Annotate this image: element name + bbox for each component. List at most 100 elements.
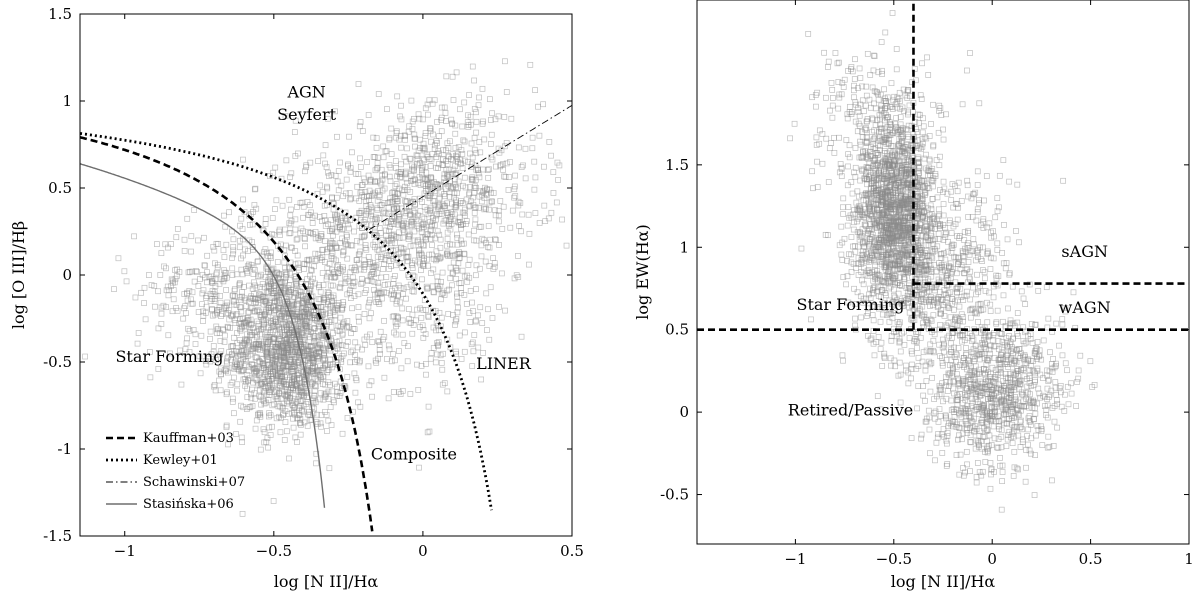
scatter-point xyxy=(454,235,461,241)
scatter-point xyxy=(295,411,302,418)
scatter-point xyxy=(246,338,252,345)
scatter-point xyxy=(281,310,288,317)
scatter-point xyxy=(894,104,900,111)
scatter-point xyxy=(860,299,867,306)
scatter-point xyxy=(279,320,286,327)
scatter-point xyxy=(856,154,863,161)
scatter-point xyxy=(267,329,274,336)
scatter-point xyxy=(282,226,289,233)
scatter-point xyxy=(208,279,215,286)
scatter-point xyxy=(845,299,852,306)
scatter-point xyxy=(461,174,468,181)
scatter-point xyxy=(553,199,560,206)
scatter-point xyxy=(471,227,477,234)
scatter-point xyxy=(493,237,499,244)
scatter-point xyxy=(298,383,305,390)
scatter-point xyxy=(434,182,441,189)
scatter-point xyxy=(174,273,180,279)
scatter-point xyxy=(939,344,946,351)
series-line xyxy=(368,105,572,230)
scatter-point xyxy=(511,194,517,201)
scatter-point xyxy=(323,164,330,171)
scatter-point xyxy=(454,293,460,300)
scatter-point xyxy=(311,333,318,340)
scatter-point xyxy=(445,172,452,178)
scatter-point xyxy=(889,272,895,279)
scatter-point xyxy=(310,351,316,358)
scatter-point xyxy=(428,223,435,230)
scatter-point xyxy=(272,386,279,393)
scatter-point xyxy=(870,290,877,297)
scatter-point xyxy=(363,221,370,227)
scatter-point xyxy=(540,101,546,108)
scatter-point xyxy=(855,206,861,213)
scatter-point xyxy=(870,116,876,123)
scatter-point xyxy=(203,293,210,299)
scatter-point xyxy=(158,321,165,327)
scatter-point xyxy=(438,128,445,135)
scatter-point xyxy=(444,173,450,179)
scatter-point xyxy=(394,209,401,215)
scatter-point xyxy=(355,81,362,87)
scatter-point xyxy=(401,153,408,160)
scatter-point xyxy=(459,123,466,130)
scatter-point xyxy=(486,166,492,173)
scatter-point xyxy=(338,356,344,363)
scatter-point xyxy=(882,221,889,228)
scatter-point xyxy=(293,345,300,352)
scatter-point xyxy=(409,216,416,223)
scatter-point xyxy=(352,389,359,396)
scatter-point xyxy=(230,251,236,258)
scatter-point xyxy=(318,231,325,237)
x-tick-label: −0.5 xyxy=(256,542,292,560)
scatter-point xyxy=(356,318,362,325)
scatter-point xyxy=(248,320,255,327)
scatter-point xyxy=(280,357,287,364)
scatter-point xyxy=(904,164,911,170)
scatter-point xyxy=(381,374,388,381)
scatter-point xyxy=(411,273,418,280)
scatter-point xyxy=(322,217,328,223)
x-tick-label: −1 xyxy=(114,542,136,560)
scatter-point xyxy=(396,235,403,242)
scatter-point xyxy=(326,465,333,472)
scatter-point xyxy=(215,307,222,313)
scatter-point xyxy=(454,231,460,238)
scatter-point xyxy=(330,330,336,336)
scatter-point xyxy=(325,388,332,395)
scatter-point xyxy=(488,198,495,205)
scatter-point xyxy=(884,188,891,195)
scatter-point xyxy=(909,273,916,280)
scatter-point xyxy=(439,269,446,276)
scatter-point xyxy=(283,382,290,389)
scatter-point xyxy=(286,230,293,237)
scatter-point xyxy=(434,228,441,235)
scatter-point xyxy=(480,166,486,173)
scatter-point xyxy=(896,206,902,213)
scatter-point xyxy=(317,182,323,189)
scatter-point xyxy=(382,172,388,179)
scatter-point xyxy=(380,266,386,273)
scatter-point xyxy=(297,398,304,404)
scatter-point xyxy=(930,183,936,190)
scatter-point xyxy=(1020,295,1027,302)
scatter-point xyxy=(874,205,881,212)
scatter-point xyxy=(381,289,387,296)
scatter-point xyxy=(328,323,335,330)
scatter-point xyxy=(292,261,299,268)
scatter-point xyxy=(897,206,904,213)
scatter-point xyxy=(434,351,440,358)
scatter-point xyxy=(246,367,252,374)
scatter-point xyxy=(889,222,895,228)
scatter-point xyxy=(245,248,251,254)
scatter-point xyxy=(890,225,897,232)
scatter-point xyxy=(282,253,288,260)
scatter-point xyxy=(981,269,988,276)
scatter-point xyxy=(154,241,160,247)
scatter-point xyxy=(858,154,865,160)
scatter-point xyxy=(335,168,342,174)
scatter-point xyxy=(550,169,557,175)
scatter-point xyxy=(252,365,259,371)
scatter-point xyxy=(559,216,565,223)
scatter-point xyxy=(366,382,373,389)
